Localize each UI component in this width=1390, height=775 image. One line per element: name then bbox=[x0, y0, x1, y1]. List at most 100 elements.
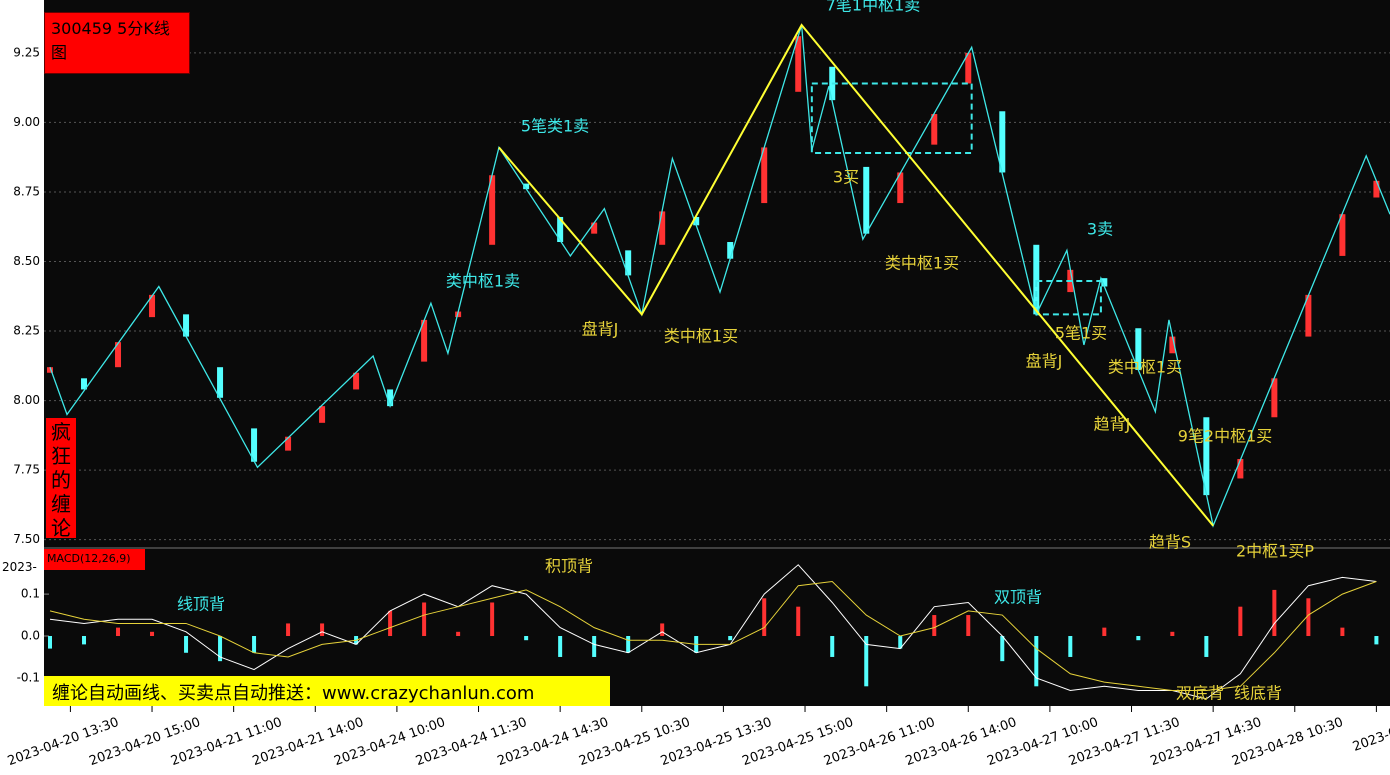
y-tick-label: 7.50 bbox=[13, 532, 40, 546]
y-tick-label: 8.50 bbox=[13, 254, 40, 268]
candle bbox=[353, 372, 360, 390]
y-tick-label: 8.25 bbox=[13, 324, 40, 338]
macd-bar bbox=[82, 636, 87, 645]
hub-box bbox=[1035, 279, 1102, 316]
macd-bar bbox=[864, 636, 869, 687]
macd-title: MACD(12,26,9) bbox=[44, 549, 145, 570]
candle bbox=[47, 367, 53, 373]
macd-bar bbox=[1238, 606, 1243, 637]
macd-bar bbox=[252, 636, 257, 653]
y-tick-label: 8.00 bbox=[13, 393, 40, 407]
candle bbox=[523, 183, 530, 190]
candle bbox=[1373, 180, 1380, 198]
macd-bar bbox=[1340, 627, 1345, 637]
annotation: 类中枢1买 bbox=[885, 254, 959, 273]
candle bbox=[285, 436, 292, 451]
candle bbox=[1203, 417, 1210, 496]
candle bbox=[149, 294, 156, 318]
annotation: 5笔1买 bbox=[1055, 324, 1107, 343]
annotation: 5笔类1卖 bbox=[521, 117, 589, 136]
macd-bar bbox=[490, 602, 495, 637]
candle bbox=[1135, 328, 1142, 370]
annotation: 7笔1中枢1卖 bbox=[826, 0, 921, 15]
annotation: 盘背J bbox=[1026, 352, 1063, 371]
annotation: 双底背 bbox=[1176, 684, 1224, 703]
candle bbox=[659, 211, 666, 245]
segment-line bbox=[498, 23, 1214, 527]
candle bbox=[81, 378, 88, 390]
annotation: 积顶背 bbox=[545, 557, 593, 576]
macd-bar bbox=[592, 636, 597, 657]
candle bbox=[1033, 244, 1040, 315]
annotation: 3卖 bbox=[1087, 220, 1113, 239]
macd-bar bbox=[1102, 627, 1107, 637]
macd-bar bbox=[184, 636, 189, 653]
candle bbox=[1169, 336, 1176, 354]
candle bbox=[1339, 214, 1346, 256]
y-tick-label: 9.25 bbox=[13, 45, 40, 59]
macd-bar bbox=[48, 636, 52, 649]
macd-bar bbox=[388, 610, 393, 637]
candle bbox=[115, 342, 122, 368]
candle bbox=[591, 222, 598, 234]
annotation: 趋背S bbox=[1149, 533, 1191, 552]
candle bbox=[183, 314, 190, 337]
macd-bar bbox=[1000, 636, 1005, 662]
chart-title: 300459 5分K线图 bbox=[44, 12, 190, 74]
macd-bar bbox=[116, 627, 121, 637]
y-tick-label: -0.1 bbox=[17, 670, 40, 684]
macd-bar bbox=[762, 598, 767, 637]
annotation: 线顶背 bbox=[177, 595, 225, 614]
candle bbox=[557, 216, 564, 243]
candle bbox=[1271, 378, 1278, 418]
macd-bar bbox=[796, 606, 801, 637]
candle bbox=[897, 172, 904, 204]
candle bbox=[727, 242, 734, 259]
macd-line bbox=[49, 564, 1377, 700]
candle bbox=[489, 175, 496, 245]
macd-bar bbox=[150, 631, 155, 637]
annotation: 类中枢1卖 bbox=[446, 272, 520, 291]
y-tick-label: 0.1 bbox=[21, 587, 40, 601]
candle bbox=[931, 114, 938, 145]
plot-background bbox=[44, 0, 1390, 706]
macd-bar bbox=[728, 636, 733, 641]
candle bbox=[251, 428, 258, 462]
annotation: 线底背 bbox=[1234, 684, 1282, 703]
x-tick-label: 2023-04-28 bbox=[1351, 715, 1390, 755]
macd-line bbox=[49, 581, 1377, 691]
axis-fragment: 2023- bbox=[2, 560, 37, 574]
macd-bar bbox=[966, 615, 971, 637]
candle bbox=[1101, 278, 1108, 287]
hub-box bbox=[810, 82, 973, 154]
annotation: 盘背J bbox=[582, 320, 619, 339]
macd-bar bbox=[1272, 589, 1277, 637]
candle bbox=[387, 389, 394, 407]
candle bbox=[965, 52, 972, 84]
candle bbox=[761, 147, 768, 204]
candle bbox=[693, 216, 700, 226]
macd-bar bbox=[320, 623, 325, 637]
macd-bar bbox=[626, 636, 631, 653]
annotation: 趋背J bbox=[1094, 415, 1131, 434]
candle bbox=[319, 406, 326, 423]
candle bbox=[625, 250, 632, 276]
macd-bar bbox=[1170, 631, 1175, 637]
y-tick-label: 0.0 bbox=[21, 629, 40, 643]
candle bbox=[795, 36, 802, 92]
macd-bar bbox=[218, 636, 223, 662]
y-tick-label: 8.75 bbox=[13, 184, 40, 198]
candle bbox=[421, 319, 428, 362]
annotation: 9笔2中枢1买 bbox=[1178, 427, 1273, 446]
annotation: 类中枢1买 bbox=[664, 327, 738, 346]
candle bbox=[217, 367, 224, 398]
y-tick-label: 9.00 bbox=[13, 115, 40, 129]
macd-bar bbox=[1068, 636, 1073, 657]
candle bbox=[1237, 458, 1244, 479]
macd-bar bbox=[898, 636, 903, 649]
macd-bar bbox=[1136, 636, 1141, 641]
candle bbox=[999, 111, 1006, 173]
banner: 缠论自动画线、买卖点自动推送：www.crazychanlun.com bbox=[44, 676, 610, 706]
